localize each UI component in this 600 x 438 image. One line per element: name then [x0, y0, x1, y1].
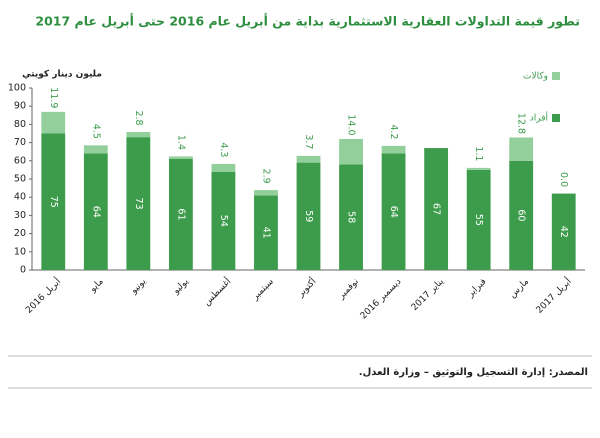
data-label: 12.8: [516, 113, 527, 134]
bar-segment: [551, 193, 576, 270]
bar-segment: [381, 145, 406, 154]
data-label: 73: [133, 198, 144, 210]
y-tick-label: 30: [14, 210, 26, 221]
y-tick-label: 80: [14, 119, 26, 130]
legend-swatch: [552, 72, 560, 80]
chart-title: تطور قيمة التداولات العقارية الاستثمارية…: [35, 13, 580, 30]
bar-segment: [126, 137, 151, 270]
bar-segment: [339, 138, 363, 165]
data-label: 41: [260, 227, 271, 239]
legend-label: وكالات: [523, 72, 548, 82]
y-axis-label: مليون دينار كويتي: [22, 70, 102, 80]
bar-segment: [296, 162, 321, 270]
bar-segment: [168, 158, 193, 270]
data-label: 42: [558, 226, 569, 238]
bar-segment: [339, 164, 363, 270]
bar-segment: [424, 148, 449, 270]
y-tick-label: 10: [14, 246, 26, 257]
data-label: 11.9: [48, 87, 59, 108]
bar-segment: [41, 111, 66, 134]
data-label: 64: [388, 206, 399, 218]
data-label: 4.2: [388, 124, 399, 139]
y-tick-label: 90: [14, 101, 26, 112]
bar-segment: [509, 137, 534, 161]
data-label: 58: [346, 211, 357, 223]
bar-segment: [254, 190, 278, 196]
bar-segment: [211, 163, 236, 172]
y-tick-label: 20: [14, 228, 26, 239]
data-label: 59: [303, 210, 314, 222]
bar-segment: [211, 171, 236, 270]
data-label: 4.5: [90, 124, 101, 139]
bar-segment: [41, 133, 66, 270]
y-tick-label: 70: [14, 137, 26, 148]
y-tick-label: 100: [8, 83, 26, 94]
data-label: 1.1: [473, 146, 484, 161]
data-label: 2.9: [260, 169, 271, 184]
y-tick-label: 40: [14, 192, 26, 203]
data-label: 67: [431, 203, 442, 215]
bar-segment: [296, 155, 321, 163]
data-label: 60: [516, 209, 527, 221]
data-label: 75: [48, 196, 59, 208]
bar-segment: [466, 167, 491, 170]
y-tick-label: 60: [14, 155, 26, 166]
legend-label: أفراد: [530, 112, 548, 124]
data-label: 54: [218, 215, 229, 227]
bar-segment: [126, 132, 151, 138]
y-tick-label: 0: [20, 265, 26, 276]
y-tick-label: 50: [14, 174, 26, 185]
data-label: 0.0: [558, 172, 569, 187]
bar-segment: [83, 145, 108, 154]
data-label: 4.3: [218, 142, 229, 157]
data-label: 55: [473, 214, 484, 226]
data-label: 1.4: [175, 135, 186, 150]
source-note: المصدر: إدارة التسجيل والتوثيق – وزارة ا…: [359, 367, 588, 378]
bar-segment: [254, 195, 278, 270]
data-label: 3.7: [303, 134, 314, 149]
data-label: 61: [175, 208, 186, 220]
data-label: 14.0: [346, 114, 357, 135]
bar-segment: [381, 153, 406, 270]
data-label: 2.8: [133, 110, 144, 125]
bar-segment: [83, 153, 108, 270]
bar-segment: [168, 156, 193, 159]
bar-segment: [509, 160, 534, 270]
legend-swatch: [552, 114, 560, 122]
data-label: 64: [90, 206, 101, 218]
bar-segment: [466, 169, 491, 270]
